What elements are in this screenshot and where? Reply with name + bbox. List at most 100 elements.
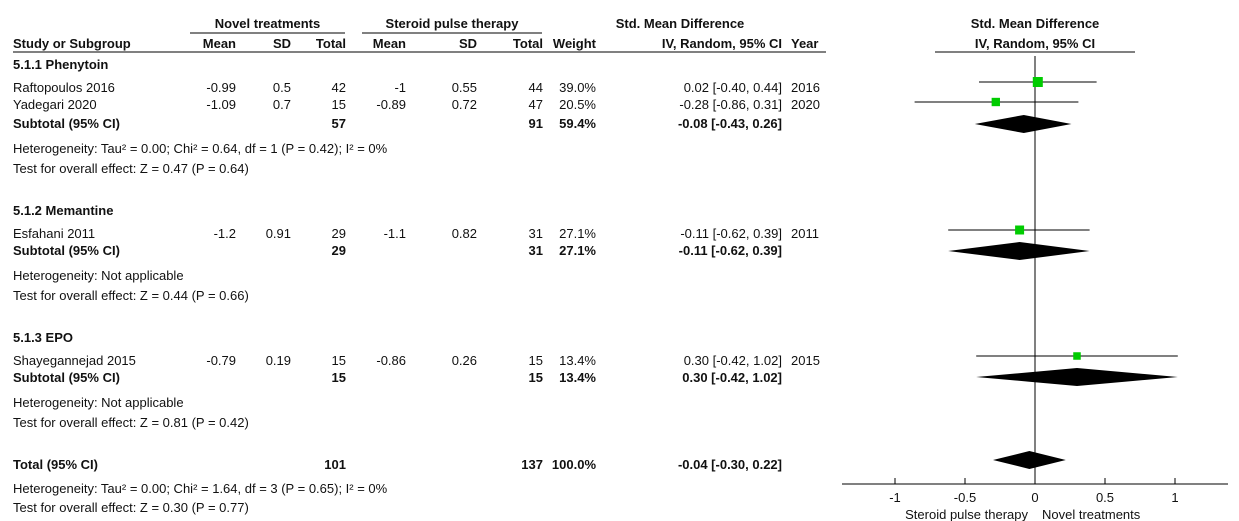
ci: -0.28 [-0.86, 0.31] (679, 97, 782, 112)
mean2: -1.1 (383, 226, 406, 241)
smd-header-left: Std. Mean Difference (615, 16, 745, 31)
plot-method-header: IV, Random, 95% CI (974, 36, 1096, 51)
sd1: 0.7 (272, 97, 291, 112)
col-year: Year (791, 36, 819, 51)
pooled-diamond (948, 242, 1090, 260)
favours-left-label: Steroid pulse therapy (905, 507, 1028, 521)
subtotal-n1: 57 (331, 116, 346, 131)
sd1: 0.5 (272, 80, 291, 95)
group2-header: Steroid pulse therapy (385, 16, 519, 31)
study-marker (1015, 225, 1025, 235)
col-mean1: Mean (202, 36, 236, 51)
subtotal-n1: 29 (331, 243, 346, 258)
subgroup-title: 5.1.1 Phenytoin (13, 57, 109, 72)
group1-header: Novel treatments (214, 16, 321, 31)
study-name: Raftopoulos 2016 (13, 80, 115, 95)
x-tick-label: 0 (1031, 490, 1038, 505)
year: 2015 (791, 353, 820, 368)
pooled-diamond (993, 451, 1066, 469)
study-marker (991, 97, 1000, 107)
total2: 15 (528, 353, 543, 368)
year: 2020 (791, 97, 820, 112)
subtotal-ci: 0.30 [-0.42, 1.02] (682, 370, 782, 385)
weight: 39.0% (559, 80, 596, 95)
total-ci: -0.04 [-0.30, 0.22] (677, 457, 782, 472)
mean2: -0.89 (376, 97, 406, 112)
x-tick-label: -0.5 (954, 490, 976, 505)
subtotal-weight: 27.1% (559, 243, 596, 258)
subtotal-n1: 15 (331, 370, 346, 385)
mean2: -1 (394, 80, 406, 95)
total2: 31 (528, 226, 543, 241)
subtotal-label: Subtotal (95% CI) (13, 116, 120, 131)
subtotal-n2: 31 (528, 243, 543, 258)
subtotal-label: Subtotal (95% CI) (13, 243, 120, 258)
weight: 20.5% (559, 97, 596, 112)
subtotal-n2: 15 (528, 370, 543, 385)
col-mean2: Mean (372, 36, 406, 51)
total-heterogeneity-text: Heterogeneity: Tau² = 0.00; Chi² = 1.64,… (13, 481, 388, 496)
year: 2011 (791, 226, 819, 241)
subtotal-ci: -0.11 [-0.62, 0.39] (678, 243, 782, 258)
study-name: Shayegannejad 2015 (13, 353, 136, 368)
weight: 27.1% (559, 226, 596, 241)
overall-effect-text: Test for overall effect: Z = 0.81 (P = 0… (13, 415, 249, 430)
sd1: 0.19 (265, 353, 291, 368)
mean1: -1.09 (206, 97, 236, 112)
x-tick-label: -1 (889, 490, 901, 505)
x-tick-label: 1 (1171, 490, 1178, 505)
total1: 15 (331, 97, 346, 112)
mean2: -0.86 (376, 353, 406, 368)
ci: 0.30 [-0.42, 1.02] (683, 353, 782, 368)
x-tick-label: 0.5 (1096, 490, 1114, 505)
total-overall-effect-text: Test for overall effect: Z = 0.30 (P = 0… (13, 500, 249, 515)
weight: 13.4% (559, 353, 596, 368)
smd-header-right: Std. Mean Difference (970, 16, 1100, 31)
heterogeneity-text: Heterogeneity: Not applicable (13, 395, 184, 410)
mean1: -0.79 (206, 353, 236, 368)
study-name: Esfahani 2011 (13, 226, 96, 241)
mean1: -1.2 (213, 226, 236, 241)
ci: -0.11 [-0.62, 0.39] (680, 226, 782, 241)
subtotal-label: Subtotal (95% CI) (13, 370, 120, 385)
heterogeneity-text: Heterogeneity: Not applicable (13, 268, 184, 283)
study-marker (1032, 77, 1043, 87)
sd2: 0.82 (451, 226, 477, 241)
overall-effect-text: Test for overall effect: Z = 0.44 (P = 0… (13, 288, 249, 303)
col-total2: Total (512, 36, 543, 51)
sd2: 0.55 (451, 80, 477, 95)
subtotal-weight: 59.4% (559, 116, 596, 131)
pooled-diamond (976, 368, 1178, 386)
total-weight: 100.0% (551, 457, 596, 472)
total2: 44 (528, 80, 543, 95)
total-n2: 137 (521, 457, 543, 472)
subtotal-n2: 91 (528, 116, 543, 131)
overall-effect-text: Test for overall effect: Z = 0.47 (P = 0… (13, 161, 249, 176)
total2: 47 (528, 97, 543, 112)
col-weight: Weight (552, 36, 596, 51)
sd2: 0.72 (451, 97, 477, 112)
pooled-diamond (974, 115, 1072, 133)
total-n1: 101 (324, 457, 346, 472)
col-ci: IV, Random, 95% CI (661, 36, 782, 51)
subtotal-weight: 13.4% (559, 370, 596, 385)
subgroup-title: 5.1.2 Memantine (13, 203, 114, 218)
sd2: 0.26 (451, 353, 477, 368)
total1: 15 (331, 353, 346, 368)
col-total1: Total (315, 36, 346, 51)
year: 2016 (791, 80, 820, 95)
mean1: -0.99 (206, 80, 236, 95)
col-sd1: SD (272, 36, 291, 51)
col-sd2: SD (458, 36, 477, 51)
ci: 0.02 [-0.40, 0.44] (683, 80, 782, 95)
total1: 42 (331, 80, 346, 95)
sd1: 0.91 (265, 226, 291, 241)
study-name: Yadegari 2020 (13, 97, 97, 112)
total1: 29 (331, 226, 346, 241)
col-study: Study or Subgroup (13, 36, 131, 51)
heterogeneity-text: Heterogeneity: Tau² = 0.00; Chi² = 0.64,… (13, 141, 388, 156)
favours-right-label: Novel treatments (1042, 507, 1141, 521)
study-marker (1073, 352, 1081, 360)
subgroup-title: 5.1.3 EPO (13, 330, 73, 345)
